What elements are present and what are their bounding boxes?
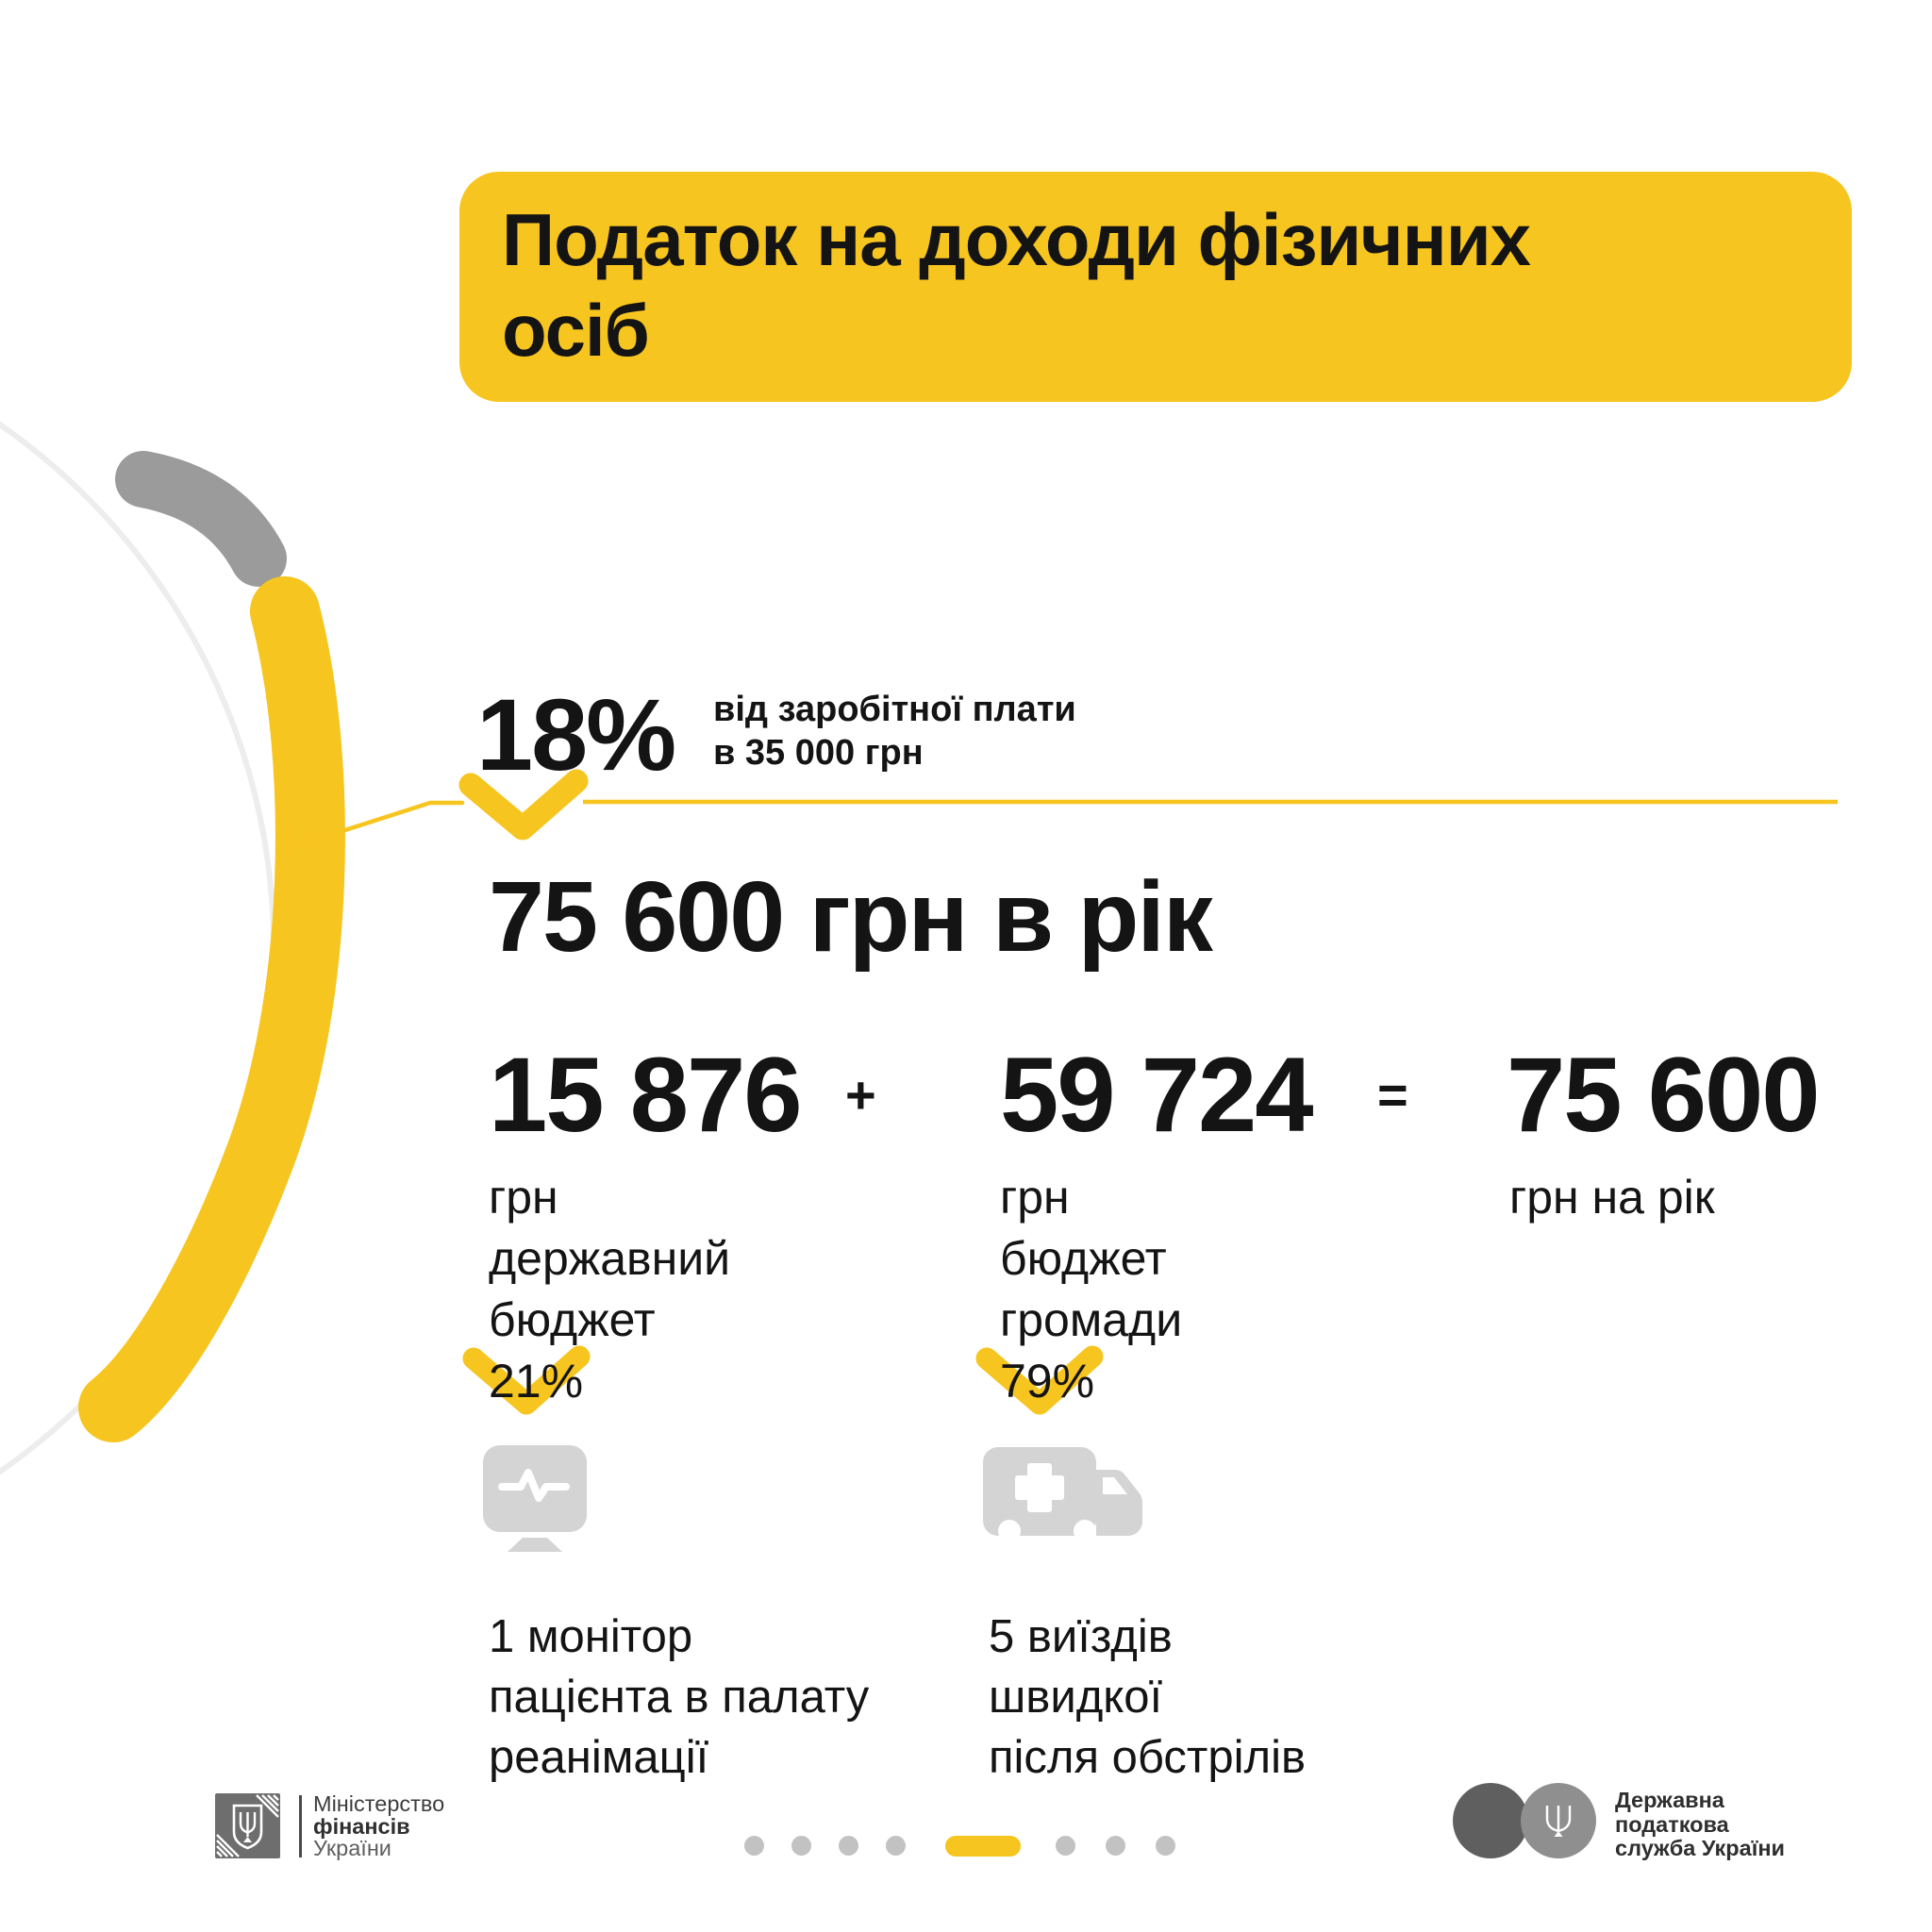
example-line: реанімації [489, 1732, 709, 1783]
pagination-active-pill [945, 1836, 1021, 1857]
state-budget-example: 1 монітор пацієнта в палату реанімації [489, 1607, 869, 1788]
pagination-dot [1106, 1836, 1125, 1856]
destination-label: державний [489, 1232, 731, 1285]
tax-line: податкова [1615, 1811, 1729, 1837]
yellow-arc-segment [78, 576, 345, 1442]
minfin-line: фінансів [313, 1813, 410, 1839]
unit-label: грн на рік [1509, 1171, 1715, 1224]
footer-divider [299, 1795, 302, 1857]
minfin-logo-text: Міністерство фінансів України [313, 1791, 445, 1860]
tax-service-emblem-icon [1453, 1783, 1596, 1858]
tax-rate-base-line2: в 35 000 грн [713, 733, 924, 773]
tax-rate-value: 18% [476, 677, 676, 791]
pagination-dot [886, 1836, 906, 1856]
connector-line [295, 800, 465, 848]
example-line: 1 монітор [489, 1611, 693, 1662]
minfin-emblem-icon [215, 1793, 280, 1858]
example-line: пацієнта в палату [489, 1672, 870, 1723]
unit-label: грн [489, 1171, 558, 1224]
example-line: швидкої [989, 1672, 1163, 1723]
share-percent: 21% [489, 1355, 584, 1407]
total-amount: 75 600 [1507, 1036, 1821, 1154]
destination-label: бюджет [489, 1293, 656, 1346]
minfin-line: Міністерство [313, 1791, 445, 1816]
community-budget-labels: грн бюджет громади 79% [1000, 1167, 1182, 1412]
plus-operator: + [845, 1065, 876, 1124]
pagination-dot [1156, 1836, 1175, 1856]
unit-label: грн [1000, 1171, 1070, 1224]
state-budget-amount: 15 876 [489, 1036, 803, 1154]
minfin-line: України [313, 1836, 391, 1860]
tax-rate-base-line1: від заробітної плати [713, 690, 1076, 729]
community-budget-example: 5 виїздів швидкої після обстрілів [989, 1607, 1306, 1788]
community-budget-amount: 59 724 [1000, 1036, 1314, 1154]
tax-service-logo-text: Державна податкова служба України [1615, 1788, 1785, 1861]
destination-label: громади [1000, 1293, 1183, 1346]
share-percent: 79% [1000, 1355, 1095, 1407]
tax-line: Державна [1615, 1788, 1724, 1812]
gray-arc-segment [115, 451, 287, 587]
example-line: після обстрілів [989, 1732, 1307, 1783]
tax-line: служба України [1615, 1836, 1785, 1860]
page-title: Податок на доходи фізичних осіб [502, 198, 1531, 372]
light-circle-arc [0, 421, 276, 1475]
ambulance-icon [983, 1447, 1142, 1542]
example-line: 5 виїздів [989, 1611, 1173, 1662]
total-labels: грн на рік [1509, 1167, 1715, 1228]
title-highlight-box [459, 172, 1852, 402]
pagination-dot [744, 1836, 764, 1856]
annual-total: 75 600 грн в рік [489, 861, 1213, 973]
pagination-dot [1056, 1836, 1075, 1856]
state-budget-labels: грн державний бюджет 21% [489, 1167, 730, 1412]
pagination-dot [839, 1836, 858, 1856]
equals-operator: = [1377, 1065, 1408, 1124]
pagination-dot [791, 1836, 811, 1856]
destination-label: бюджет [1000, 1232, 1167, 1285]
patient-monitor-icon [483, 1445, 587, 1552]
tax-rate-description: від заробітної плати в 35 000 грн [713, 688, 1076, 774]
